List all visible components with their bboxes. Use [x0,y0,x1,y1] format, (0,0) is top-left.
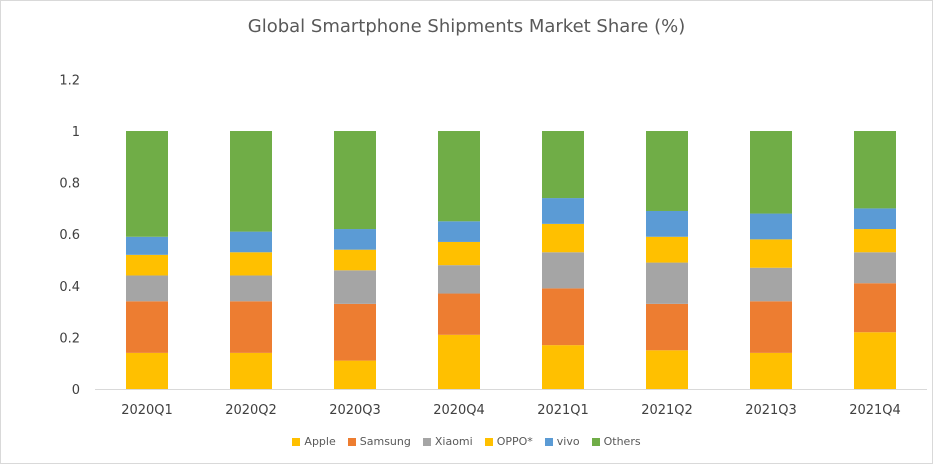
bar-segment-samsung [126,301,168,353]
legend-label: Samsung [359,435,411,448]
x-tick-label: 2020Q1 [121,403,173,418]
bar-segment-vivo [646,210,688,237]
bar-segment-xiaomi [230,275,272,302]
bar-segment-others [750,131,792,214]
bar-segment-apple [126,352,168,389]
legend-label: OPPO* [496,435,533,448]
bar-segment-oppo [854,229,896,253]
bar-segment-apple [230,352,272,389]
bar-segment-xiaomi [750,267,792,302]
y-tick-label: 0.4 [59,280,80,295]
bar-segment-samsung [542,288,584,346]
bar-segment-others [646,131,688,211]
y-tick-label: 1 [72,125,80,140]
bar-segment-samsung [230,301,272,353]
y-tick-label: 0.8 [59,177,80,192]
x-tick-label: 2021Q3 [745,403,797,418]
y-tick-label: 0 [72,383,80,398]
bar-segment-apple [646,350,688,389]
bar-segment-apple [750,352,792,389]
legend-label: Apple [304,435,336,448]
legend-item: OPPO* [484,435,533,448]
bar-segment-others [854,131,896,209]
bar-segment-apple [542,345,584,389]
legend-swatch [591,437,600,446]
bar-segment-others [542,131,584,199]
x-tick-label: 2021Q4 [849,403,901,418]
bar-segment-vivo [230,231,272,253]
x-tick-label: 2021Q1 [537,403,589,418]
bar-segment-samsung [646,303,688,351]
bar-segment-xiaomi [542,252,584,289]
bar-segment-others [230,131,272,232]
bar-segment-xiaomi [334,270,376,304]
bar-segment-vivo [542,198,584,224]
legend-item: Xiaomi [422,435,473,448]
legend-label: Others [603,435,641,448]
bar-segment-samsung [854,283,896,333]
bar-segment-oppo [334,249,376,271]
bar-segment-vivo [750,213,792,240]
bar-segment-xiaomi [854,252,896,284]
legend-swatch [422,437,431,446]
bar-segment-samsung [334,303,376,361]
legend-swatch [484,437,493,446]
legend-label: vivo [556,435,580,448]
legend-item: Apple [292,435,336,448]
bar-segment-vivo [438,221,480,242]
bar-segment-xiaomi [126,275,168,302]
bar-segment-oppo [230,252,272,276]
legend-item: Others [591,435,641,448]
y-tick-label: 1.2 [59,73,80,88]
chart-title: Global Smartphone Shipments Market Share… [247,16,686,37]
y-tick-label: 0.6 [59,228,80,243]
bar-segment-others [438,131,480,222]
x-tick-label: 2020Q2 [225,403,277,418]
x-tick-label: 2021Q2 [641,403,693,418]
bar-segment-oppo [542,223,584,253]
bar-segment-apple [334,360,376,389]
bar-segment-vivo [854,208,896,230]
x-tick-label: 2020Q4 [433,403,485,418]
legend-item: Samsung [347,435,411,448]
x-tick-label: 2020Q3 [329,403,381,418]
legend-swatch [544,437,553,446]
legend-swatch [292,437,301,446]
bar-segment-oppo [126,254,168,276]
bar-segment-oppo [646,236,688,263]
bar-segment-samsung [750,301,792,353]
bar-segment-oppo [750,239,792,268]
bar-segment-others [126,131,168,237]
legend-item: vivo [544,435,580,448]
bar-segment-samsung [438,293,480,335]
bar-segment-others [334,131,376,230]
legend-label: Xiaomi [434,435,473,448]
bar-segment-vivo [126,236,168,255]
bar-segment-xiaomi [438,265,480,294]
bar-segment-apple [438,334,480,389]
legend-swatch [347,437,356,446]
bar-segment-vivo [334,229,376,250]
legend: Apple Samsung Xiaomi OPPO* vivo Others [0,435,933,448]
bar-segment-xiaomi [646,262,688,304]
bar-segment-apple [854,332,896,389]
y-tick-label: 0.2 [59,331,80,346]
bar-segment-oppo [438,241,480,266]
